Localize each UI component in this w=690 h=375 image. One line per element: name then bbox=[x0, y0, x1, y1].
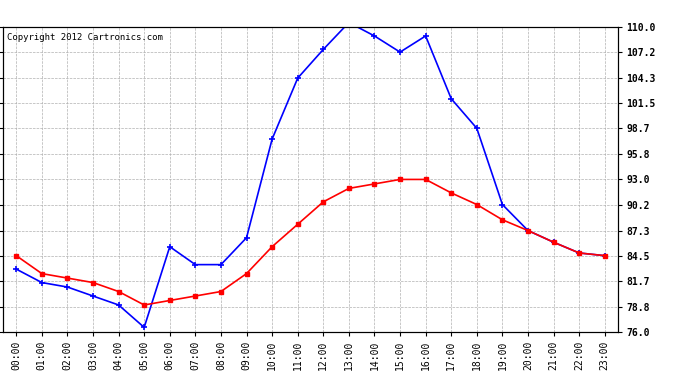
Text: Copyright 2012 Cartronics.com: Copyright 2012 Cartronics.com bbox=[6, 33, 162, 42]
Text: Outdoor Temperature (Red) vs THSW Index (Blue) per Hour (24 Hours) 20120620: Outdoor Temperature (Red) vs THSW Index … bbox=[78, 7, 612, 20]
